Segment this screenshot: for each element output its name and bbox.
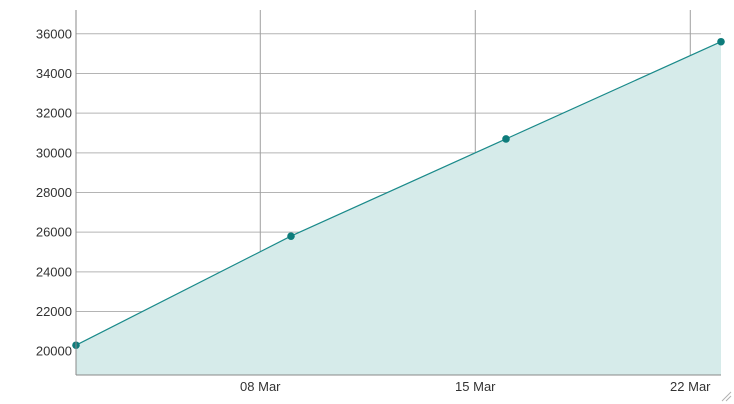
y-tick-label: 26000 bbox=[36, 225, 72, 240]
y-tick-label: 20000 bbox=[36, 344, 72, 359]
x-tick-labels: 08 Mar 15 Mar 22 Mar bbox=[240, 379, 711, 394]
x-tick-label: 08 Mar bbox=[240, 379, 281, 394]
x-tick-label: 22 Mar bbox=[670, 379, 711, 394]
data-point[interactable] bbox=[717, 37, 725, 46]
series-line bbox=[75, 41, 722, 346]
y-tick-label: 30000 bbox=[36, 145, 72, 160]
data-point[interactable] bbox=[287, 232, 295, 240]
series-area-fill bbox=[76, 41, 721, 375]
y-tick-label: 36000 bbox=[36, 26, 72, 41]
y-tick-label: 34000 bbox=[36, 66, 72, 81]
x-tick-label: 15 Mar bbox=[455, 379, 496, 394]
data-point[interactable] bbox=[502, 135, 510, 143]
y-tick-label: 22000 bbox=[36, 304, 72, 319]
y-tick-label: 28000 bbox=[36, 185, 72, 200]
y-tick-label: 24000 bbox=[36, 264, 72, 279]
y-tick-label: 32000 bbox=[36, 106, 72, 121]
resize-grip-icon[interactable] bbox=[721, 391, 732, 402]
y-tick-labels: 20000 22000 24000 26000 28000 30000 32000 34000… bbox=[36, 26, 72, 358]
